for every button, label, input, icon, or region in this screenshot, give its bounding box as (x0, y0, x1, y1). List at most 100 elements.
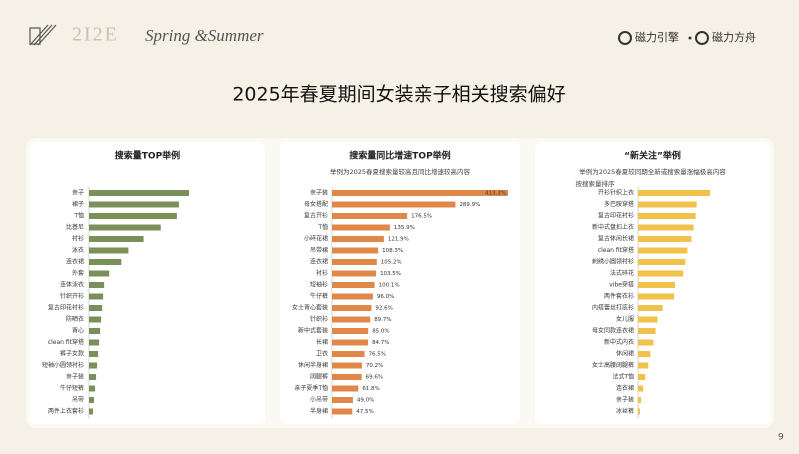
category-label: 法式T恤 (612, 373, 634, 381)
chart-title: 搜索量同比增速TOP举例 (349, 150, 450, 162)
value-label: 49.0% (357, 398, 374, 404)
bar (638, 385, 644, 392)
bar (638, 224, 694, 231)
bar (89, 247, 129, 254)
value-label: 70.2% (366, 363, 383, 369)
bar (89, 305, 103, 311)
bar (332, 236, 384, 242)
category-label: 比基尼 (66, 223, 84, 231)
category-label: 阔腿裤 (310, 373, 328, 381)
category-label: 两件上衣套衫 (48, 407, 84, 415)
category-label: 复古印花衬衫 (48, 304, 84, 312)
category-label: 连衣裙 (310, 258, 328, 266)
logo-icon (29, 24, 57, 46)
value-label: 176.5% (411, 214, 432, 220)
bar (638, 236, 692, 242)
separator (688, 36, 692, 40)
category-label: T恤 (317, 223, 328, 231)
chart-title: “新关注”举例 (624, 150, 681, 162)
category-label: 开衫针织上衣 (598, 189, 634, 197)
bar (332, 316, 371, 323)
bar (638, 408, 641, 415)
bar (332, 224, 390, 231)
category-label: 针织衫 (310, 315, 328, 323)
value-label: 92.6% (375, 306, 392, 312)
category-label: 吊带裙 (310, 246, 328, 254)
category-label: 小碎花裙 (304, 235, 328, 243)
bar (332, 328, 369, 334)
category-label: 复古休闲长裙 (598, 235, 634, 243)
category-label: 亲子 (72, 189, 84, 197)
bar (89, 385, 96, 392)
bar (638, 397, 642, 403)
value-label: 121.9% (388, 237, 409, 243)
value-label: 85.0% (372, 329, 389, 335)
chart-subtitle: 举例为2025春夏较同期全新或搜索量涨幅极高内容 (579, 167, 726, 176)
category-label: 连体泳衣 (60, 281, 84, 289)
value-label: 135.9% (394, 225, 415, 231)
bar (638, 213, 696, 219)
category-label: 吊带 (72, 396, 84, 404)
category-label: 短袖衫 (310, 281, 328, 289)
category-label: 两件套衣衫 (604, 292, 634, 300)
value-label: 289.9% (459, 202, 480, 208)
category-label: 连衣裙 (66, 258, 84, 266)
bar (638, 201, 697, 208)
category-label: 裙子 (72, 200, 84, 208)
bar (89, 259, 122, 265)
bar (332, 247, 379, 254)
category-label: 多巴胺穿搭 (604, 200, 634, 208)
bar (89, 408, 94, 415)
bar (638, 282, 676, 288)
category-label: 亲子夏季T恤 (294, 384, 328, 392)
category-label: 牛仔裤 (310, 292, 328, 300)
category-label: T恤 (73, 212, 84, 220)
bar (332, 374, 362, 380)
bar (638, 190, 710, 196)
category-label: 女士背心套装 (292, 304, 328, 312)
bar (332, 305, 372, 311)
category-label: 女儿服 (616, 315, 634, 323)
bar (89, 282, 105, 288)
bar (332, 362, 362, 369)
category-label: 母女同款连衣裙 (592, 327, 634, 335)
bar (332, 259, 377, 265)
brand-icon (618, 31, 632, 45)
category-label: 休闲半身裙 (298, 361, 328, 369)
category-label: 内搭蕾丝打底衫 (592, 304, 634, 312)
bar (638, 305, 663, 311)
value-label: 413.3% (485, 191, 506, 197)
bar (332, 213, 408, 219)
bar (89, 236, 144, 242)
bar (89, 374, 97, 380)
bar (332, 397, 353, 403)
bar (89, 190, 189, 196)
category-label: 短袖小圆领衬衫 (42, 361, 84, 369)
bar (89, 397, 95, 403)
page-number: 9 (778, 433, 784, 443)
category-label: 连衣裙 (616, 384, 634, 392)
category-label: 亲子装 (310, 189, 328, 197)
bar (332, 201, 456, 208)
category-label: clean fit穿搭 (598, 246, 634, 254)
value-label: 69.6% (366, 375, 383, 381)
category-label: 裤子女款 (60, 350, 84, 358)
category-label: 牛仔短裤 (60, 384, 84, 392)
logo-text: 2I2E (72, 24, 119, 46)
bar (332, 385, 359, 392)
bar (89, 224, 161, 231)
value-label: 61.8% (362, 386, 379, 392)
bar (332, 190, 508, 196)
bar (638, 259, 686, 265)
category-label: 刺绣小圆领衬衫 (592, 258, 634, 266)
category-label: 新中式盘扣上衣 (592, 223, 634, 231)
category-label: 复古开衫 (304, 212, 328, 220)
category-label: 泳衣 (72, 246, 84, 254)
category-label: 冰丝裤 (616, 407, 634, 415)
category-label: 长裙 (316, 338, 328, 346)
category-label: clean fit穿搭 (48, 338, 84, 346)
bar (638, 339, 654, 346)
category-label: 卫衣 (316, 350, 328, 358)
bar (332, 408, 353, 415)
category-label: 衬衫 (316, 269, 328, 277)
